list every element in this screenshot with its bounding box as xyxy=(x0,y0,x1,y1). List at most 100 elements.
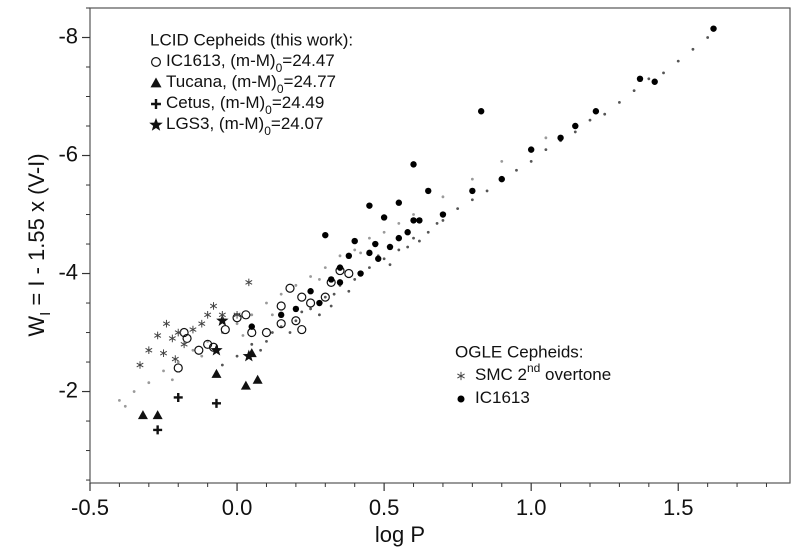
legend-label: SMC 2nd overtone xyxy=(475,361,611,384)
dot-marker xyxy=(410,217,417,224)
dot-marker xyxy=(307,288,314,295)
legend-marker xyxy=(457,371,465,381)
legend-marker xyxy=(151,99,161,109)
small-dot-marker xyxy=(288,331,292,334)
y-label-main: W xyxy=(24,316,49,337)
small-dot-marker xyxy=(270,313,274,317)
x-tick-label: -0.5 xyxy=(71,495,109,520)
dot-marker xyxy=(439,211,447,218)
small-dot-marker xyxy=(485,189,489,193)
y-label-rest: = I - 1.55 x (V-I) xyxy=(24,153,49,311)
small-dot-marker xyxy=(318,313,321,317)
open-circle-marker xyxy=(344,268,354,279)
dot-marker xyxy=(527,146,535,153)
small-dot-marker xyxy=(412,213,415,216)
open-circle-marker xyxy=(203,339,213,349)
small-dot-marker xyxy=(309,275,312,278)
y-tick-label: -8 xyxy=(58,23,78,48)
triangle-marker xyxy=(240,380,251,390)
legend-label: LGS3, (m-M)0=24.07 xyxy=(166,114,323,138)
triangle-marker xyxy=(152,410,163,420)
dot-marker xyxy=(366,202,373,209)
dot-marker xyxy=(404,229,411,236)
small-dot-marker xyxy=(412,236,415,240)
plus-marker xyxy=(153,425,163,435)
small-dot-marker xyxy=(456,207,460,211)
open-circle-marker xyxy=(179,327,189,338)
dot-marker xyxy=(316,299,323,307)
legend-label-main: SMC 2 xyxy=(475,365,527,384)
small-dot-marker xyxy=(397,248,401,252)
x-tick-label: 1.0 xyxy=(516,495,547,520)
legend-label-sub: 0 xyxy=(276,61,283,75)
triangle-marker xyxy=(137,410,148,420)
asterisk-marker xyxy=(162,319,171,328)
dot-marker xyxy=(372,240,379,248)
dot-marker xyxy=(477,108,485,115)
small-dot-marker xyxy=(353,278,357,281)
dot-marker xyxy=(366,249,373,257)
small-dot-marker xyxy=(294,319,298,323)
legend-label-sub: 0 xyxy=(265,103,272,117)
small-dot-marker xyxy=(500,160,504,163)
small-dot-marker xyxy=(170,378,174,382)
dot-marker xyxy=(498,175,505,183)
legend-label-rest: =24.77 xyxy=(284,72,336,91)
plot-frame xyxy=(89,7,791,484)
legend-label-rest: =24.47 xyxy=(282,51,334,70)
small-dot-marker xyxy=(323,266,327,270)
legend-label-sup: nd xyxy=(527,361,540,375)
y-axis-label: WI = I - 1.55 x (V-I) xyxy=(24,153,55,336)
asterisk-marker xyxy=(154,331,162,340)
dot-marker xyxy=(336,264,344,271)
dot-marker xyxy=(572,122,579,130)
small-dot-marker xyxy=(294,283,298,287)
small-dot-marker xyxy=(270,331,274,334)
star-marker xyxy=(216,314,229,326)
legend-label-sub: 0 xyxy=(277,82,284,96)
asterisk-marker xyxy=(204,311,212,319)
small-dot-marker xyxy=(470,177,474,181)
legend-label-rest: =24.07 xyxy=(271,114,323,133)
small-dot-marker xyxy=(470,198,474,202)
asterisk-marker xyxy=(209,302,218,310)
small-dot-marker xyxy=(515,168,518,172)
small-dot-marker xyxy=(435,221,439,225)
small-dot-marker xyxy=(382,230,386,234)
small-dot-marker xyxy=(647,77,651,81)
triangle-marker xyxy=(211,368,222,378)
small-dot-marker xyxy=(368,266,371,270)
small-dot-marker xyxy=(676,59,680,63)
small-dot-marker xyxy=(382,257,386,261)
legend-label: IC1613, (m-M)0=24.47 xyxy=(166,51,335,75)
legend-label-main: LGS3, (m-M) xyxy=(166,114,264,133)
asterisk-marker xyxy=(168,334,176,343)
open-circle-marker xyxy=(261,327,272,338)
small-dot-marker xyxy=(309,307,312,311)
dot-marker xyxy=(386,243,394,251)
small-dot-marker xyxy=(329,304,333,308)
dot-marker xyxy=(277,311,285,319)
small-dot-marker xyxy=(235,354,239,358)
small-dot-marker xyxy=(544,148,548,152)
small-dot-marker xyxy=(588,118,592,122)
legend-label-main: Tucana, (m-M) xyxy=(166,72,277,91)
dot-marker xyxy=(651,78,658,85)
legend-title: OGLE Cepheids: xyxy=(455,342,584,361)
asterisk-marker xyxy=(159,349,168,357)
dot-marker xyxy=(469,187,476,195)
small-dot-marker xyxy=(691,47,695,51)
asterisk-marker xyxy=(180,340,188,349)
small-dot-marker xyxy=(426,230,430,234)
small-dot-marker xyxy=(259,348,262,352)
legend-label: IC1613 xyxy=(475,388,530,407)
asterisk-marker xyxy=(174,328,182,337)
small-dot-marker xyxy=(573,130,577,134)
small-dot-marker xyxy=(318,278,321,281)
small-dot-marker xyxy=(118,398,121,402)
small-dot-marker xyxy=(347,289,351,293)
legend-marker xyxy=(150,77,162,88)
dot-marker xyxy=(592,108,600,115)
legend-label-main: IC1613, (m-M) xyxy=(166,51,276,70)
